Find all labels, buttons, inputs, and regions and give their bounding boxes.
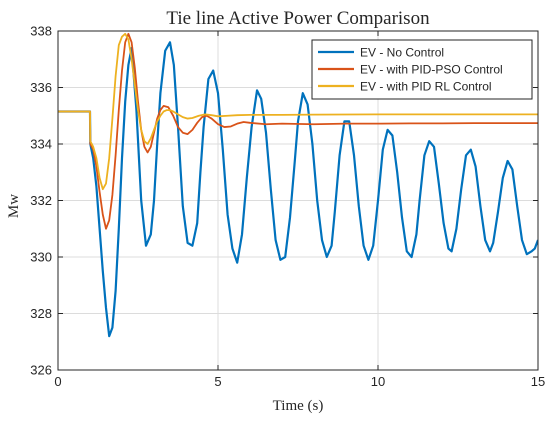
legend-label-2: EV - with PID-PSO Control	[360, 63, 503, 77]
y-axis-label: Mw	[6, 194, 22, 218]
y-tick-label: 338	[30, 24, 52, 39]
x-tick-label: 15	[531, 374, 545, 389]
y-tick-label: 328	[30, 306, 52, 321]
legend-label-3: EV - with PID RL Control	[360, 80, 492, 94]
x-tick-label: 5	[214, 374, 221, 389]
x-tick-label: 10	[371, 374, 385, 389]
series-line-2	[58, 32, 538, 230]
x-tick-label: 0	[54, 374, 61, 389]
y-tick-label: 326	[30, 363, 52, 378]
series-line-3	[58, 32, 538, 191]
y-tick-label: 334	[30, 137, 52, 152]
series-line-1	[58, 41, 538, 338]
y-tick-label: 332	[30, 193, 52, 208]
x-axis-label: Time (s)	[273, 398, 324, 414]
y-tick-label: 330	[30, 250, 52, 265]
y-tick-label: 336	[30, 80, 52, 95]
legend-label-1: EV - No Control	[360, 46, 444, 60]
chart-title: Tie line Active Power Comparison	[166, 8, 430, 29]
